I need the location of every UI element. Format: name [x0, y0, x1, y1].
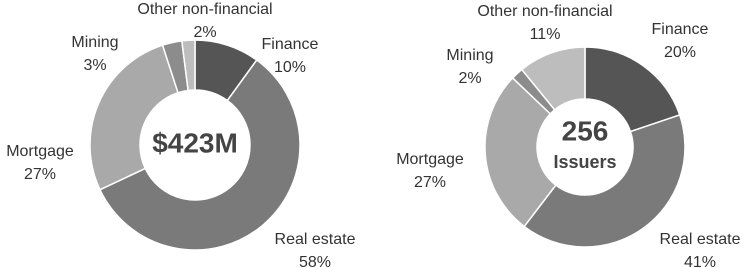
center-label: 256: [562, 115, 609, 146]
slice-value: 27%: [414, 174, 446, 191]
slice-label: Real estate: [275, 231, 356, 248]
center-label: Issuers: [553, 152, 616, 172]
slice-value: 27%: [24, 166, 56, 183]
slice-value: 2%: [193, 24, 216, 41]
slice-label: Other non-financial: [137, 1, 272, 18]
slice-value: 2%: [458, 70, 481, 87]
donut-slice: [89, 44, 179, 191]
donut-slice: [181, 39, 196, 92]
donut-slice: [520, 46, 586, 111]
slice-label: Real estate: [660, 231, 741, 248]
slice-label: Finance: [262, 36, 319, 53]
slice-value: 58%: [299, 254, 331, 268]
slice-value: 41%: [684, 254, 716, 268]
slice-value: 10%: [274, 59, 306, 76]
slice-label: Mortgage: [6, 143, 74, 160]
donut-slice: [523, 113, 686, 248]
slice-label: Other non-financial: [477, 3, 612, 20]
slice-value: 3%: [83, 57, 106, 74]
center-label: $423M: [152, 127, 238, 158]
slice-label: Mortgage: [396, 151, 464, 168]
slice-value: 11%: [530, 26, 561, 43]
slice-label: Finance: [652, 21, 709, 38]
donut-slice: [98, 59, 301, 251]
donut-slice: [484, 76, 557, 228]
slice-label: Mining: [71, 34, 118, 51]
slice-value: 20%: [664, 44, 696, 61]
slice-label: Mining: [446, 47, 493, 64]
